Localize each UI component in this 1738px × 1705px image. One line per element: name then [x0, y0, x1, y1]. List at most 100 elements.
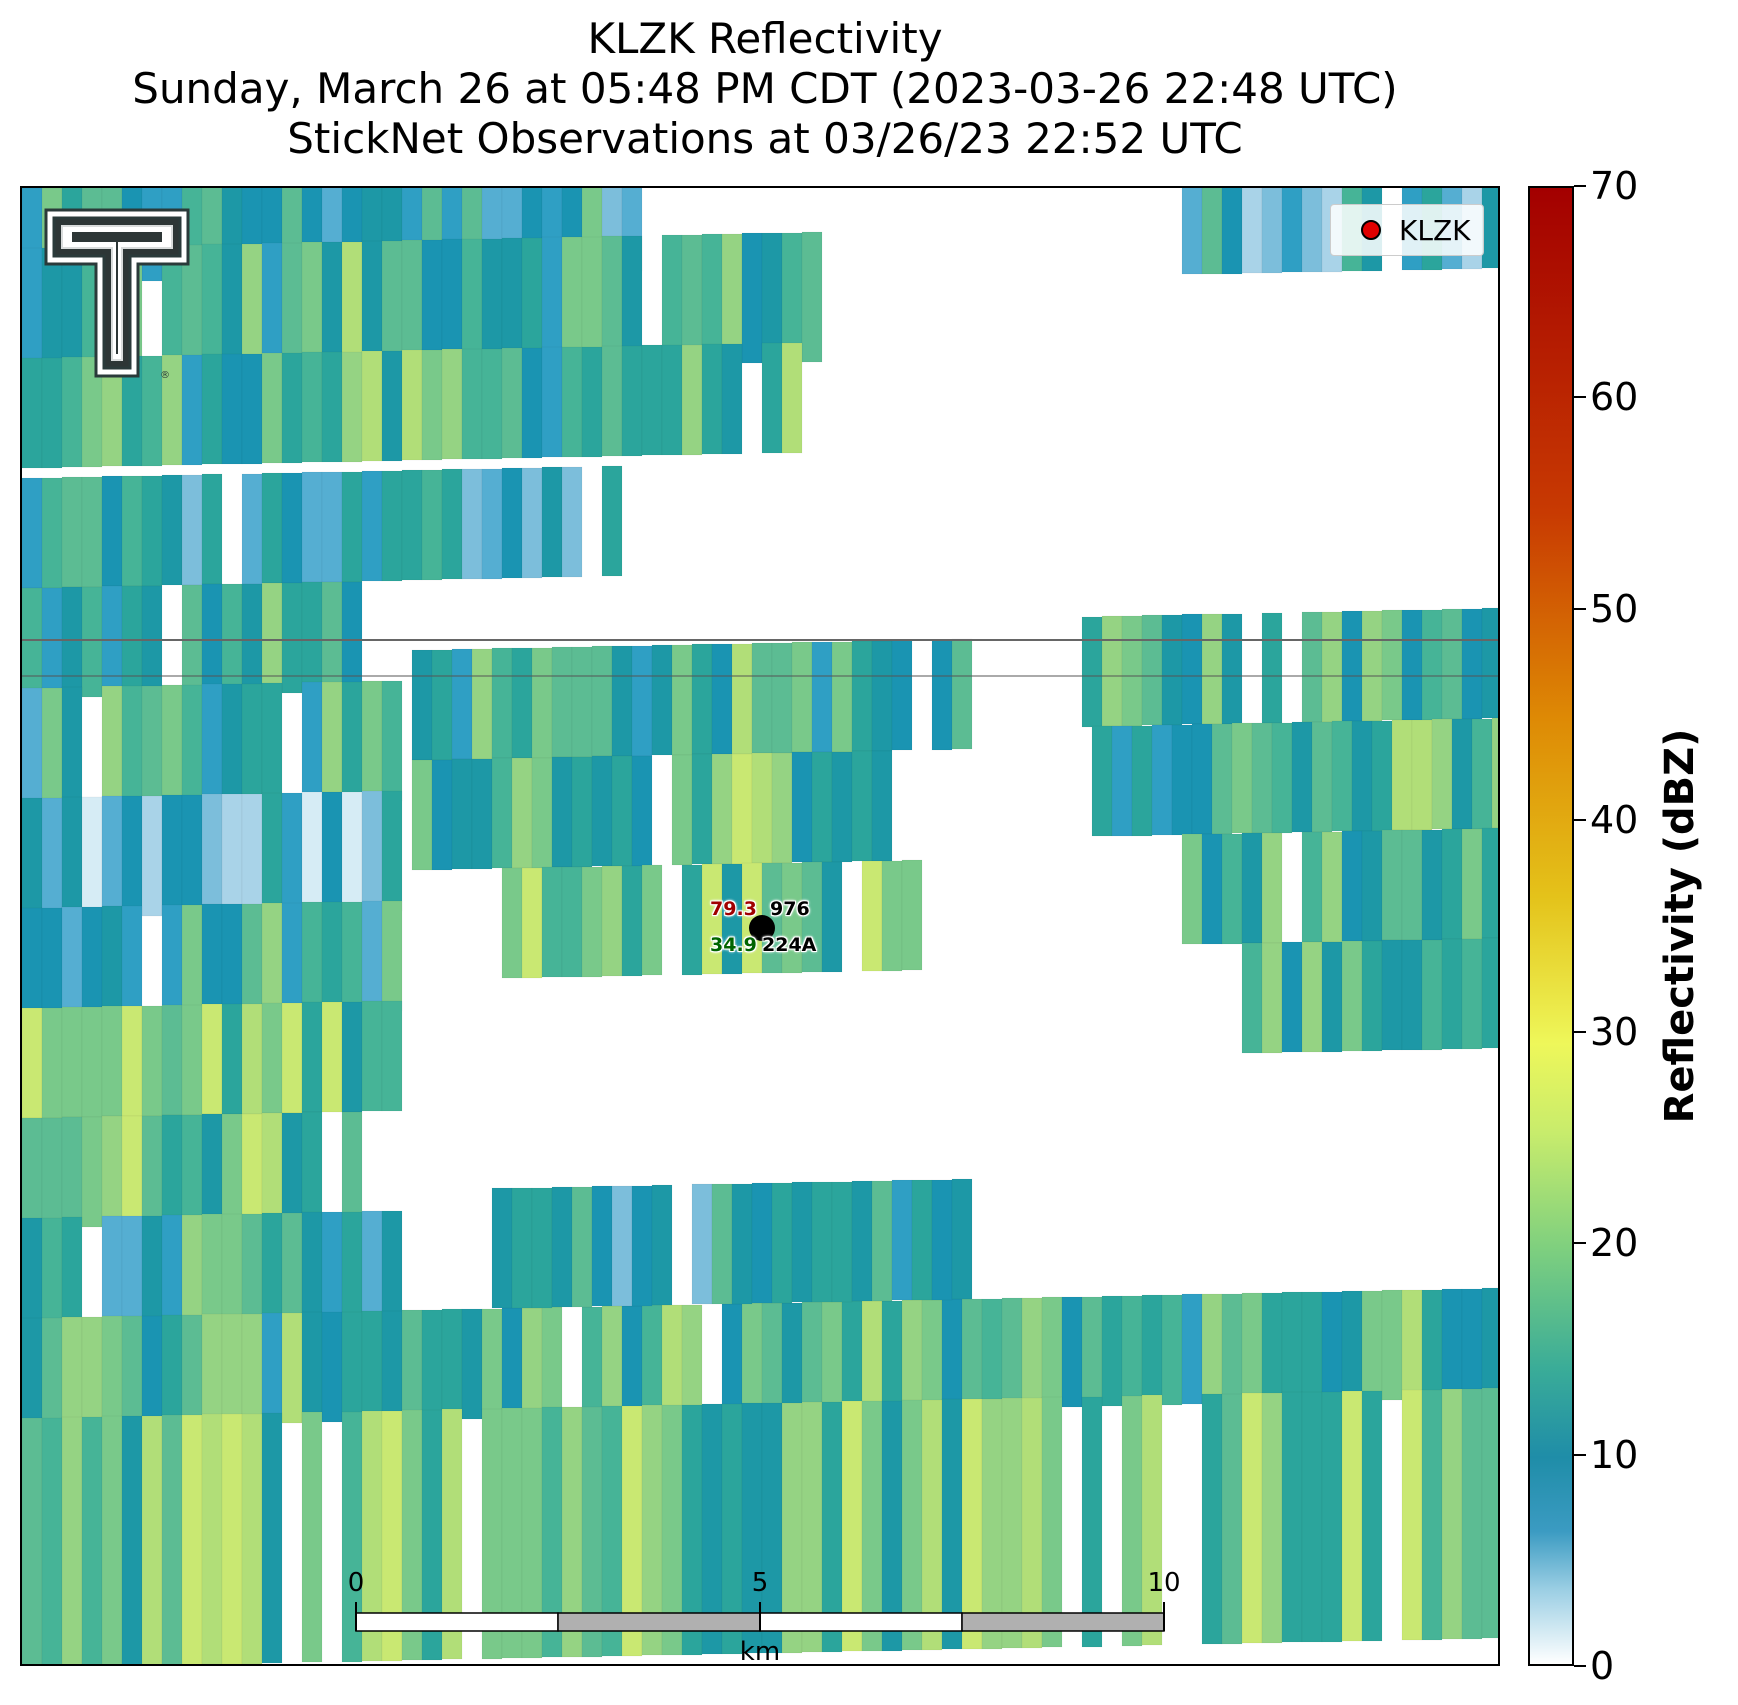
reflectivity-gate	[221, 353, 243, 465]
reflectivity-gate	[321, 351, 343, 463]
reflectivity-gate	[741, 232, 763, 364]
reflectivity-gate	[401, 1309, 423, 1421]
reflectivity-gate	[22, 907, 43, 1019]
scale-unit: km	[740, 1637, 780, 1666]
reflectivity-gate	[601, 1305, 623, 1417]
reflectivity-gate	[711, 643, 733, 755]
reflectivity-gate	[1191, 723, 1213, 835]
colorbar-tick-mark	[1574, 185, 1586, 187]
reflectivity-gate	[1381, 829, 1403, 941]
reflectivity-gate	[1391, 719, 1413, 831]
reflectivity-gate	[671, 754, 693, 866]
reflectivity-gate	[121, 1215, 143, 1327]
reflectivity-gate	[201, 793, 223, 915]
reflectivity-gate	[571, 646, 593, 758]
reflectivity-gate	[181, 1314, 203, 1426]
reflectivity-gate	[621, 345, 643, 457]
reflectivity-gate	[161, 1004, 183, 1116]
reflectivity-gate	[591, 1185, 613, 1307]
reflectivity-gate	[61, 586, 83, 698]
reflectivity-gate	[101, 1415, 123, 1664]
reflectivity-gate	[1241, 1292, 1263, 1404]
reflectivity-gate	[1041, 1396, 1063, 1648]
station-pressure: 976	[770, 898, 810, 920]
reflectivity-gate	[22, 477, 43, 589]
reflectivity-gate	[1301, 188, 1323, 273]
reflectivity-gate	[22, 357, 43, 469]
reflectivity-gate	[241, 793, 263, 915]
reflectivity-gate	[451, 648, 473, 760]
reflectivity-gate	[441, 1308, 463, 1420]
reflectivity-gate	[261, 792, 283, 914]
reflectivity-gate	[381, 680, 403, 802]
reflectivity-gate	[1061, 1296, 1083, 1408]
reflectivity-gate	[521, 347, 543, 459]
reflectivity-gate	[791, 751, 813, 863]
svg-text:®: ®	[160, 370, 170, 381]
reflectivity-gate	[22, 1007, 43, 1119]
reflectivity-gate	[821, 1301, 843, 1413]
reflectivity-gate	[381, 1310, 403, 1422]
reflectivity-gate	[101, 795, 123, 917]
reflectivity-gate	[141, 1005, 163, 1117]
reflectivity-gate	[611, 1185, 633, 1307]
reflectivity-gate	[261, 1112, 283, 1224]
reflectivity-gate	[1221, 1293, 1243, 1405]
reflectivity-gate	[1221, 1393, 1243, 1645]
reflectivity-gate	[121, 685, 143, 807]
reflectivity-gate	[221, 1113, 243, 1225]
reflectivity-gate	[281, 792, 303, 914]
reflectivity-gate	[471, 758, 493, 870]
reflectivity-gate	[1261, 942, 1283, 1054]
reflectivity-gate	[401, 469, 423, 581]
scale-tick-10: 10	[1147, 1568, 1180, 1598]
reflectivity-gate	[581, 866, 603, 978]
reflectivity-gate	[1421, 609, 1443, 721]
reflectivity-gate	[1421, 1389, 1443, 1641]
reflectivity-gate	[201, 1413, 223, 1664]
reflectivity-gate	[381, 470, 403, 582]
reflectivity-gate	[541, 346, 563, 458]
reflectivity-gate	[1261, 1392, 1283, 1644]
colorbar-tick-label: 50	[1590, 586, 1639, 631]
reflectivity-gate	[1321, 1391, 1343, 1643]
reflectivity-gate	[821, 861, 843, 973]
reflectivity-gate	[761, 1302, 783, 1414]
reflectivity-gate	[301, 351, 323, 463]
reflectivity-gate	[871, 750, 893, 862]
reflectivity-gate	[161, 474, 183, 586]
reflectivity-gate	[261, 1212, 283, 1324]
reflectivity-gate	[241, 1313, 263, 1425]
reflectivity-gate	[731, 1183, 753, 1305]
reflectivity-gate	[1461, 1388, 1483, 1640]
reflectivity-gate	[491, 647, 513, 759]
legend-label: KLZK	[1399, 213, 1471, 247]
reflectivity-gate	[1421, 829, 1443, 941]
reflectivity-gate	[181, 1114, 203, 1226]
reflectivity-gate	[1291, 721, 1313, 833]
reflectivity-gate	[1001, 1297, 1023, 1409]
reflectivity-gate	[831, 751, 853, 863]
reflectivity-gate	[471, 648, 493, 760]
reflectivity-gate	[22, 1417, 43, 1664]
reflectivity-gate	[1441, 1288, 1463, 1400]
reflectivity-gate	[261, 1412, 283, 1664]
reflectivity-gate	[1241, 1392, 1263, 1644]
reflectivity-gate	[261, 682, 283, 804]
reflectivity-gate	[301, 1001, 323, 1113]
reflectivity-gate	[901, 1299, 923, 1411]
colorbar-tick-mark	[1574, 607, 1586, 610]
reflectivity-gate	[61, 796, 83, 918]
reflectivity-gate	[321, 1001, 343, 1113]
reflectivity-gate	[361, 1310, 383, 1422]
reflectivity-gate	[1351, 720, 1373, 832]
radar-map[interactable]: ® KLZK 79.3 976 34.9 224A 0 5 10 km	[20, 186, 1500, 1666]
station-id: 224A	[762, 934, 817, 956]
reflectivity-gate	[601, 865, 623, 977]
reflectivity-gate	[1301, 831, 1323, 943]
reflectivity-gate	[201, 353, 223, 465]
reflectivity-gate	[501, 867, 523, 979]
reflectivity-gate	[281, 902, 303, 1014]
reflectivity-gate	[201, 1113, 223, 1225]
reflectivity-gate	[1171, 724, 1193, 836]
